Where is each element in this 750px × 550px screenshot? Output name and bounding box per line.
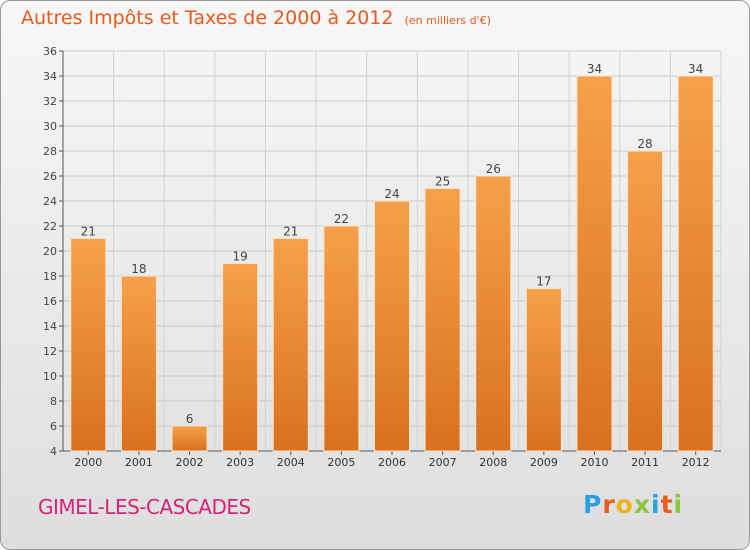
chart-subtitle: (en milliers d'€) (404, 14, 491, 27)
bar-2002 (171, 425, 208, 452)
bar-2010 (576, 75, 613, 452)
data-label: 18 (131, 262, 146, 276)
y-tick-label: 10 (43, 370, 57, 383)
data-label: 28 (637, 137, 652, 151)
y-tick-label: 22 (43, 220, 57, 233)
y-tick-label: 8 (50, 395, 57, 408)
chart-title: Autres Impôts et Taxes de 2000 à 2012 (21, 7, 394, 29)
y-tick-label: 24 (43, 195, 57, 208)
bar-2011 (627, 150, 664, 452)
x-tick-label: 2004 (277, 456, 305, 469)
data-label: 21 (283, 225, 298, 239)
data-label: 24 (384, 187, 399, 201)
brand-letter: x (633, 490, 651, 519)
y-tick-label: 26 (43, 170, 57, 183)
x-tick-label: 2002 (176, 456, 204, 469)
x-tick-label: 2000 (74, 456, 102, 469)
data-label: 25 (435, 175, 450, 189)
x-tick-label: 2007 (429, 456, 457, 469)
brand-letter: t (660, 490, 674, 519)
data-label: 19 (233, 250, 248, 264)
bar-2003 (222, 263, 259, 452)
y-tick-label: 12 (43, 345, 57, 358)
y-tick-label: 20 (43, 245, 57, 258)
bar-2008 (475, 175, 512, 452)
bar-2000 (70, 238, 107, 452)
brand-letter: P (583, 490, 603, 519)
data-label: 21 (81, 225, 96, 239)
bar-2005 (323, 225, 360, 452)
data-label: 26 (486, 162, 501, 176)
data-label: 22 (334, 212, 349, 226)
data-label: 17 (536, 275, 551, 289)
bar-2007 (424, 188, 461, 452)
x-tick-label: 2009 (530, 456, 558, 469)
title-block: Autres Impôts et Taxes de 2000 à 2012 (e… (21, 7, 491, 29)
y-tick-label: 14 (43, 320, 57, 333)
y-tick-label: 30 (43, 120, 57, 133)
x-tick-label: 2011 (631, 456, 659, 469)
bars (70, 75, 714, 452)
y-tick-label: 28 (43, 145, 57, 158)
y-tick-label: 34 (43, 70, 57, 83)
x-tick-label: 2003 (226, 456, 254, 469)
bar-2012 (677, 75, 714, 452)
data-label: 34 (688, 62, 703, 76)
brand-letter: i (651, 490, 661, 519)
y-tick-label: 6 (50, 420, 57, 433)
x-tick-label: 2005 (327, 456, 355, 469)
y-tick-label: 32 (43, 95, 57, 108)
x-tick-label: 2006 (378, 456, 406, 469)
brand-letter: r (602, 490, 616, 519)
x-tick-label: 2010 (580, 456, 608, 469)
bar-2009 (525, 288, 562, 452)
y-tick-label: 18 (43, 270, 57, 283)
brand-letter: i (673, 490, 684, 519)
data-label: 6 (186, 412, 194, 426)
brand-logo: Proxiti (583, 490, 683, 519)
bar-2004 (272, 238, 309, 452)
bar-2006 (374, 200, 410, 452)
data-label: 34 (587, 62, 602, 76)
commune-name: GIMEL-LES-CASCADES (38, 495, 251, 519)
brand-letter: o (615, 490, 634, 519)
labels: 21 18 6 19 21 22 24 25 26 17 34 28 34 (81, 62, 704, 426)
x-tick-label: 2001 (125, 456, 153, 469)
bar-2001 (120, 275, 157, 452)
x-tick-label: 2008 (479, 456, 507, 469)
y-tick-label: 36 (43, 45, 57, 58)
y-tick-label: 16 (43, 295, 57, 308)
y-tick-label: 4 (50, 445, 57, 458)
x-tick-label: 2012 (682, 456, 710, 469)
